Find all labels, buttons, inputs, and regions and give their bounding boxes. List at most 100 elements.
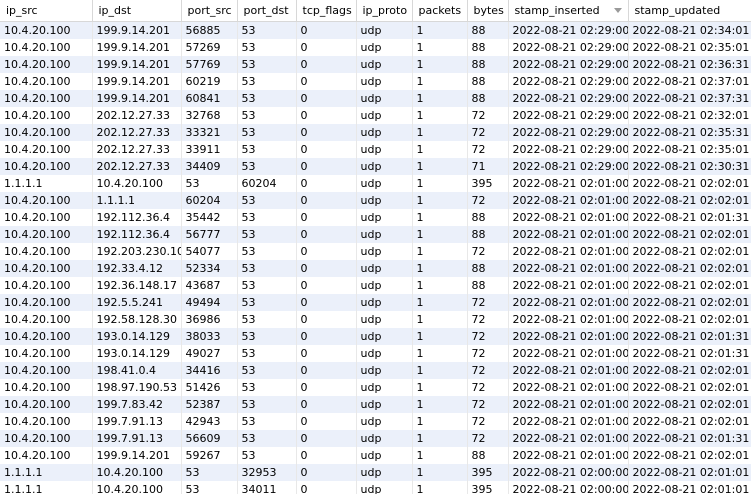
cell-packets[interactable]: 1 <box>412 209 468 226</box>
cell-ip-src[interactable]: 1.1.1.1 <box>0 175 93 192</box>
cell-packets[interactable]: 1 <box>412 107 468 124</box>
cell-ip-src[interactable]: 10.4.20.100 <box>0 56 93 73</box>
cell-port-src[interactable]: 35442 <box>181 209 238 226</box>
cell-ip-src[interactable]: 10.4.20.100 <box>0 90 93 107</box>
cell-ip-src[interactable]: 10.4.20.100 <box>0 328 93 345</box>
cell-bytes[interactable]: 72 <box>467 345 509 362</box>
cell-ip-proto[interactable]: udp <box>356 413 413 430</box>
cell-tcp-flags[interactable]: 0 <box>296 430 357 447</box>
column-header-ip-proto[interactable]: ip_proto <box>356 0 413 22</box>
cell-packets[interactable]: 1 <box>412 413 468 430</box>
cell-packets[interactable]: 1 <box>412 362 468 379</box>
table-row[interactable]: 10.4.20.100 199.9.14.201 60841 53 0 udp 1 88 202… <box>0 90 751 107</box>
cell-port-dst[interactable]: 53 <box>237 345 297 362</box>
cell-packets[interactable]: 1 <box>412 311 468 328</box>
cell-port-dst[interactable]: 53 <box>237 277 297 294</box>
cell-ip-proto[interactable]: udp <box>356 175 413 192</box>
cell-ip-proto[interactable]: udp <box>356 158 413 175</box>
cell-port-dst[interactable]: 53 <box>237 124 297 141</box>
cell-ip-dst[interactable]: 199.7.91.13 <box>92 413 182 430</box>
cell-tcp-flags[interactable]: 0 <box>296 21 357 39</box>
cell-stamp-updated[interactable]: 2022-08-21 02:30:31 <box>628 158 751 175</box>
cell-ip-proto[interactable]: udp <box>356 21 413 39</box>
cell-port-src[interactable]: 38033 <box>181 328 238 345</box>
cell-port-dst[interactable]: 53 <box>237 56 297 73</box>
cell-ip-dst[interactable]: 199.9.14.201 <box>92 21 182 39</box>
cell-port-dst[interactable]: 32953 <box>237 464 297 481</box>
cell-tcp-flags[interactable]: 0 <box>296 107 357 124</box>
cell-ip-src[interactable]: 10.4.20.100 <box>0 379 93 396</box>
table-row[interactable]: 10.4.20.100 199.9.14.201 57769 53 0 udp 1 88 202… <box>0 56 751 73</box>
cell-port-src[interactable]: 42943 <box>181 413 238 430</box>
cell-bytes[interactable]: 88 <box>467 209 509 226</box>
table-row[interactable]: 10.4.20.100 193.0.14.129 49027 53 0 udp 1 72 202… <box>0 345 751 362</box>
cell-ip-dst[interactable]: 192.36.148.17 <box>92 277 182 294</box>
cell-ip-proto[interactable]: udp <box>356 447 413 464</box>
table-row[interactable]: 1.1.1.1 10.4.20.100 53 32953 0 udp 1 395 2022-08… <box>0 464 751 481</box>
cell-stamp-inserted[interactable]: 2022-08-21 02:01:00 <box>508 192 629 209</box>
cell-stamp-updated[interactable]: 2022-08-21 02:02:01 <box>628 396 751 413</box>
cell-stamp-updated[interactable]: 2022-08-21 02:01:31 <box>628 209 751 226</box>
cell-ip-proto[interactable]: udp <box>356 464 413 481</box>
cell-port-src[interactable]: 60219 <box>181 73 238 90</box>
cell-port-src[interactable]: 53 <box>181 175 238 192</box>
cell-tcp-flags[interactable]: 0 <box>296 39 357 56</box>
cell-bytes[interactable]: 395 <box>467 481 509 494</box>
cell-ip-proto[interactable]: udp <box>356 379 413 396</box>
cell-ip-dst[interactable]: 199.9.14.201 <box>92 56 182 73</box>
cell-ip-dst[interactable]: 192.5.5.241 <box>92 294 182 311</box>
table-row[interactable]: 10.4.20.100 199.9.14.201 59267 53 0 udp 1 88 202… <box>0 447 751 464</box>
cell-stamp-updated[interactable]: 2022-08-21 02:02:01 <box>628 192 751 209</box>
cell-port-dst[interactable]: 53 <box>237 192 297 209</box>
cell-tcp-flags[interactable]: 0 <box>296 396 357 413</box>
cell-port-dst[interactable]: 53 <box>237 90 297 107</box>
cell-port-dst[interactable]: 53 <box>237 73 297 90</box>
cell-stamp-updated[interactable]: 2022-08-21 02:01:31 <box>628 430 751 447</box>
cell-stamp-inserted[interactable]: 2022-08-21 02:01:00 <box>508 243 629 260</box>
cell-port-dst[interactable]: 53 <box>237 39 297 56</box>
cell-tcp-flags[interactable]: 0 <box>296 209 357 226</box>
cell-stamp-inserted[interactable]: 2022-08-21 02:29:00 <box>508 158 629 175</box>
cell-port-dst[interactable]: 53 <box>237 379 297 396</box>
cell-ip-proto[interactable]: udp <box>356 124 413 141</box>
column-header-stamp-updated[interactable]: stamp_updated <box>628 0 751 22</box>
cell-ip-dst[interactable]: 192.203.230.10 <box>92 243 182 260</box>
cell-stamp-inserted[interactable]: 2022-08-21 02:01:00 <box>508 447 629 464</box>
cell-port-src[interactable]: 49494 <box>181 294 238 311</box>
cell-stamp-updated[interactable]: 2022-08-21 02:37:31 <box>628 90 751 107</box>
cell-port-dst[interactable]: 53 <box>237 107 297 124</box>
cell-port-src[interactable]: 56609 <box>181 430 238 447</box>
table-row[interactable]: 10.4.20.100 192.112.36.4 56777 53 0 udp 1 88 202… <box>0 226 751 243</box>
cell-port-dst[interactable]: 53 <box>237 260 297 277</box>
cell-ip-src[interactable]: 10.4.20.100 <box>0 243 93 260</box>
cell-port-src[interactable]: 52334 <box>181 260 238 277</box>
cell-ip-proto[interactable]: udp <box>356 141 413 158</box>
cell-ip-proto[interactable]: udp <box>356 294 413 311</box>
table-row[interactable]: 10.4.20.100 1.1.1.1 60204 53 0 udp 1 72 2022-08-… <box>0 192 751 209</box>
cell-stamp-inserted[interactable]: 2022-08-21 02:29:00 <box>508 21 629 39</box>
cell-stamp-inserted[interactable]: 2022-08-21 02:01:00 <box>508 260 629 277</box>
cell-port-src[interactable]: 53 <box>181 464 238 481</box>
cell-port-src[interactable]: 60204 <box>181 192 238 209</box>
cell-ip-src[interactable]: 10.4.20.100 <box>0 277 93 294</box>
cell-stamp-updated[interactable]: 2022-08-21 02:37:01 <box>628 73 751 90</box>
cell-ip-dst[interactable]: 199.7.91.13 <box>92 430 182 447</box>
column-header-port-src[interactable]: port_src <box>181 0 238 22</box>
cell-tcp-flags[interactable]: 0 <box>296 362 357 379</box>
cell-stamp-inserted[interactable]: 2022-08-21 02:01:00 <box>508 362 629 379</box>
cell-tcp-flags[interactable]: 0 <box>296 328 357 345</box>
cell-ip-proto[interactable]: udp <box>356 39 413 56</box>
cell-stamp-inserted[interactable]: 2022-08-21 02:29:00 <box>508 90 629 107</box>
cell-port-src[interactable]: 34409 <box>181 158 238 175</box>
table-row[interactable]: 1.1.1.1 10.4.20.100 53 60204 0 udp 1 395 2022-08… <box>0 175 751 192</box>
cell-tcp-flags[interactable]: 0 <box>296 447 357 464</box>
cell-stamp-inserted[interactable]: 2022-08-21 02:00:00 <box>508 481 629 494</box>
cell-ip-dst[interactable]: 202.12.27.33 <box>92 141 182 158</box>
table-row[interactable]: 10.4.20.100 198.41.0.4 34416 53 0 udp 1 72 2022-… <box>0 362 751 379</box>
cell-ip-proto[interactable]: udp <box>356 277 413 294</box>
cell-packets[interactable]: 1 <box>412 158 468 175</box>
cell-stamp-inserted[interactable]: 2022-08-21 02:29:00 <box>508 39 629 56</box>
cell-stamp-inserted[interactable]: 2022-08-21 02:29:00 <box>508 107 629 124</box>
sort-desc-icon[interactable] <box>613 8 622 13</box>
